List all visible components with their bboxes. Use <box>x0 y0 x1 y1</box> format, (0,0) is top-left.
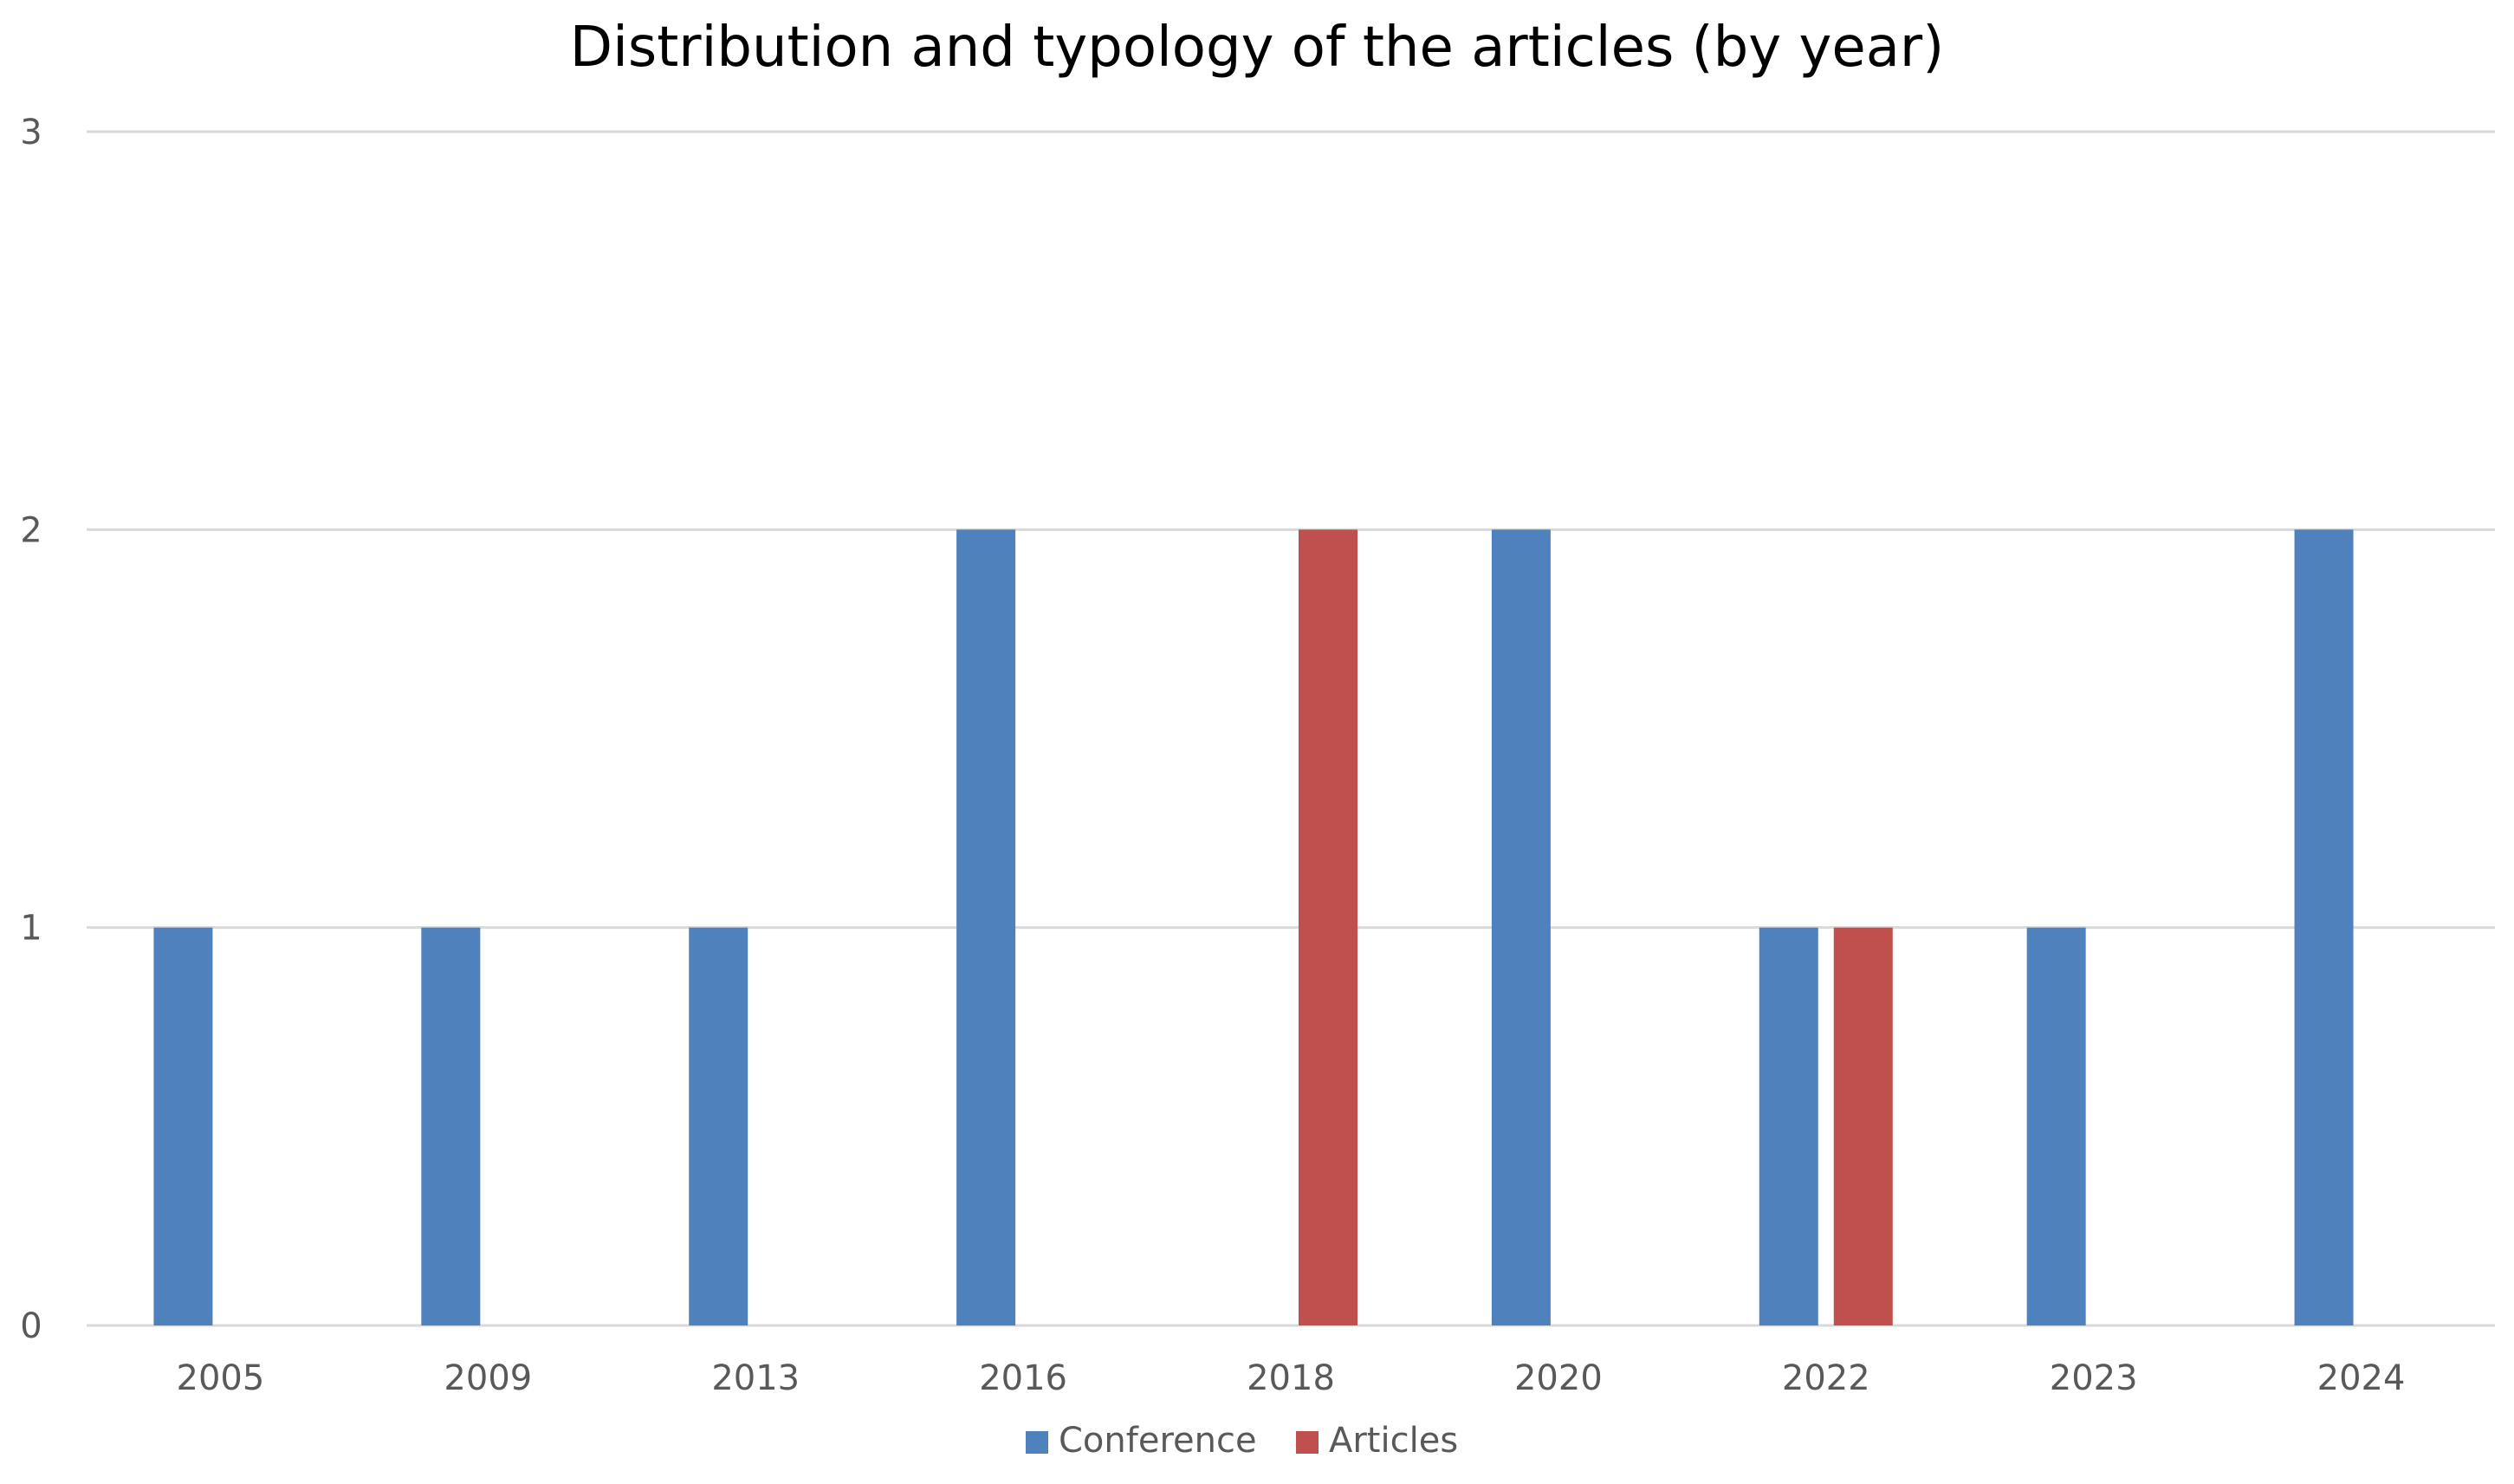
bar-conference-2024 <box>2294 529 2354 1325</box>
x-tick-label: 2009 <box>444 1358 532 1398</box>
bars <box>153 529 2354 1325</box>
x-axis-tick-labels: 2005 2009 2013 2016 2018 2020 2022 2023 2024 <box>177 1358 2406 1398</box>
bar-conference-2013 <box>689 927 748 1325</box>
x-tick-label: 2016 <box>979 1358 1067 1398</box>
legend-swatch-articles <box>1296 1431 1319 1454</box>
legend-label-conference: Conference <box>1059 1421 1257 1461</box>
x-tick-label: 2024 <box>2317 1358 2406 1398</box>
bar-conference-2009 <box>421 927 481 1325</box>
bar-conference-2005 <box>153 927 213 1325</box>
x-tick-label: 2020 <box>1514 1358 1603 1398</box>
y-tick-label: 1 <box>20 909 42 949</box>
y-tick-label: 2 <box>20 510 42 550</box>
legend: Conference Articles <box>1026 1421 1458 1461</box>
legend-label-articles: Articles <box>1329 1421 1458 1461</box>
bar-articles-2018 <box>1299 529 1357 1325</box>
bar-conference-2023 <box>2026 927 2086 1325</box>
bar-conference-2016 <box>956 529 1016 1325</box>
x-tick-label: 2013 <box>711 1358 800 1398</box>
x-tick-label: 2005 <box>177 1358 265 1398</box>
legend-swatch-conference <box>1026 1431 1048 1454</box>
bar-conference-2020 <box>1491 529 1551 1325</box>
y-tick-label: 3 <box>20 113 42 152</box>
x-tick-label: 2022 <box>1782 1358 1870 1398</box>
gridlines <box>87 130 2495 1327</box>
bar-conference-2022 <box>1759 927 1818 1325</box>
y-tick-label: 0 <box>20 1306 42 1346</box>
y-axis-tick-labels: 0 1 2 3 <box>20 113 42 1346</box>
bar-articles-2022 <box>1833 927 1893 1325</box>
x-tick-label: 2023 <box>2050 1358 2138 1398</box>
chart-title: Distribution and typology of the article… <box>570 16 1944 80</box>
x-tick-label: 2018 <box>1247 1358 1335 1398</box>
